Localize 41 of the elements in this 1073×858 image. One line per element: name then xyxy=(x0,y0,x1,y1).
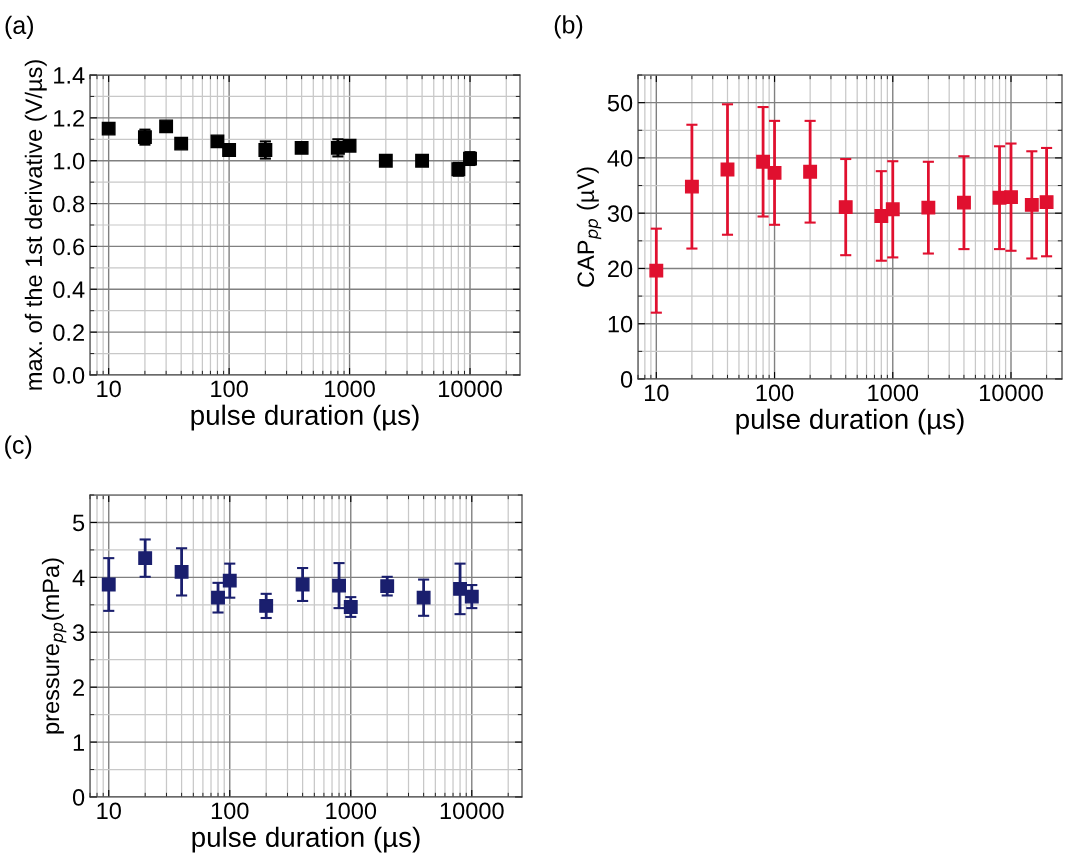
y-tick-label: 1 xyxy=(73,734,84,751)
chart-title: (b) xyxy=(554,15,583,39)
x-tick-label: 10000 xyxy=(979,384,1043,402)
chart-title: (a) xyxy=(5,15,33,39)
x-tick-label: 1000 xyxy=(325,380,375,398)
y-axis-title: pressure$_{pp}$(mPa) xyxy=(41,558,67,734)
x-tick-label: 10 xyxy=(97,380,121,398)
x-tick-label: 10 xyxy=(644,384,669,402)
y-tick-label: 4 xyxy=(72,569,85,586)
x-axis-title: pulse duration (µs) xyxy=(736,408,964,435)
x-tick-label: 10000 xyxy=(440,802,504,820)
y-tick-label: 0 xyxy=(72,789,85,806)
x-tick-label: 100 xyxy=(756,384,794,402)
y-tick-label: 0 xyxy=(620,371,633,388)
x-axis-title: pulse duration (µs) xyxy=(192,826,420,853)
y-tick-label: 1.4 xyxy=(54,67,85,84)
y-tick-label: 0.8 xyxy=(53,195,85,213)
y-tick-label: 20 xyxy=(608,260,633,278)
x-axis-title: pulse duration (µs) xyxy=(191,404,419,431)
y-tick-label: 2 xyxy=(73,679,84,696)
y-axis-title: max. of the 1st derivative (V/µs) xyxy=(24,60,47,390)
y-tick-label: 40 xyxy=(607,149,633,167)
y-tick-label: 1.0 xyxy=(54,152,85,170)
x-tick-label: 100 xyxy=(211,802,249,820)
x-tick-label: 10 xyxy=(97,802,121,820)
y-tick-label: 3 xyxy=(72,624,85,642)
x-tick-label: 100 xyxy=(211,380,248,398)
y-tick-label: 0.4 xyxy=(53,281,85,299)
x-tick-label: 10000 xyxy=(438,380,502,398)
x-tick-label: 1000 xyxy=(868,384,919,402)
y-tick-label: 0.6 xyxy=(53,238,85,256)
chart-title: (c) xyxy=(5,435,32,459)
x-tick-label: 1000 xyxy=(326,802,377,820)
y-tick-label: 10 xyxy=(608,315,633,333)
y-tick-label: 0.2 xyxy=(53,324,84,341)
y-tick-label: 0.0 xyxy=(53,367,85,384)
y-tick-label: 30 xyxy=(607,205,633,222)
y-tick-label: 1.2 xyxy=(54,109,84,127)
y-tick-label: 50 xyxy=(607,94,633,112)
y-tick-label: 5 xyxy=(72,514,85,532)
y-axis-title: CAP$_{pp}$ (µV) xyxy=(576,167,602,287)
